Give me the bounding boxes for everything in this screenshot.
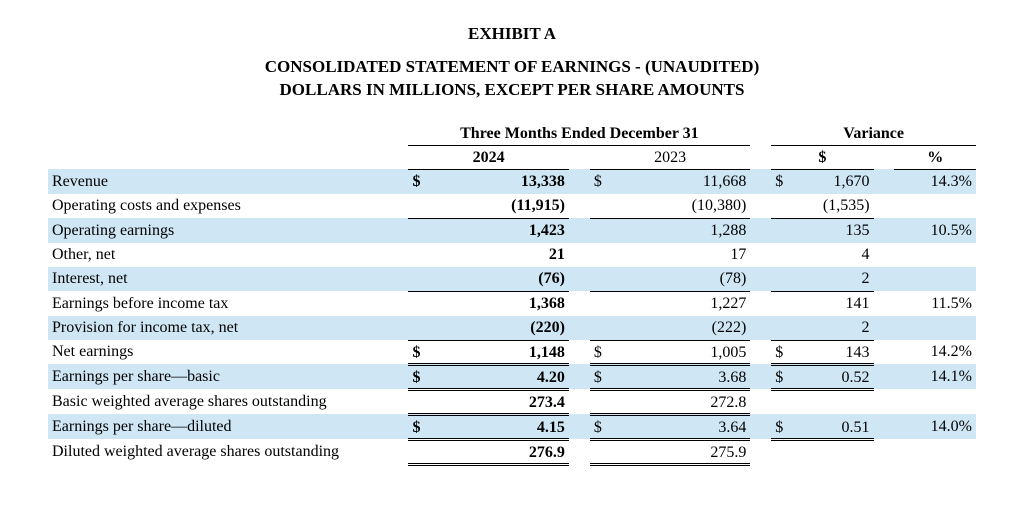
currency-symbol: $ — [771, 169, 799, 194]
cell-value: (11,915) — [441, 194, 569, 219]
cell-value: 276.9 — [441, 439, 569, 464]
table-row: Basic weighted average shares outstandin… — [48, 389, 976, 414]
row-label: Net earnings — [48, 340, 408, 364]
cell-value: 3.68 — [622, 364, 750, 389]
cell-value: 3.64 — [622, 414, 750, 439]
row-label: Revenue — [48, 169, 408, 194]
cell-value: 4.20 — [441, 364, 569, 389]
cell-value: 1,670 — [799, 169, 873, 194]
cell-value: 272.8 — [622, 389, 750, 414]
cell-value: 14.2% — [894, 340, 976, 364]
table-row: Earnings per share—basic $ 4.20 $ 3.68 $… — [48, 364, 976, 389]
period-header: Three Months Ended December 31 — [408, 122, 750, 146]
table-row: Other, net 21 17 4 — [48, 243, 976, 267]
table-header-groups: Three Months Ended December 31 Variance — [48, 122, 976, 146]
cell-value: 13,338 — [441, 169, 569, 194]
currency-symbol: $ — [771, 364, 799, 389]
currency-symbol: $ — [771, 414, 799, 439]
cell-value: 1,148 — [441, 340, 569, 364]
row-label: Other, net — [48, 243, 408, 267]
currency-symbol: $ — [590, 169, 623, 194]
table-row: Earnings before income tax 1,368 1,227 1… — [48, 291, 976, 316]
currency-symbol: $ — [408, 169, 441, 194]
cell-value: (1,535) — [799, 194, 873, 219]
row-label: Diluted weighted average shares outstand… — [48, 439, 408, 464]
title-block: CONSOLIDATED STATEMENT OF EARNINGS - (UN… — [48, 56, 976, 102]
earnings-table: Three Months Ended December 31 Variance … — [48, 122, 976, 466]
table-row: Interest, net (76) (78) 2 — [48, 267, 976, 292]
col-var-pct: % — [894, 145, 976, 169]
cell-value: 1,288 — [622, 218, 750, 243]
table-row: Earnings per share—diluted $ 4.15 $ 3.64… — [48, 414, 976, 439]
title-line-2: DOLLARS IN MILLIONS, EXCEPT PER SHARE AM… — [48, 79, 976, 102]
cell-value: 14.3% — [894, 169, 976, 194]
cell-value: 21 — [441, 243, 569, 267]
cell-value: 11,668 — [622, 169, 750, 194]
currency-symbol: $ — [590, 340, 623, 364]
currency-symbol: $ — [408, 340, 441, 364]
cell-value: 273.4 — [441, 389, 569, 414]
cell-value: (78) — [622, 267, 750, 292]
table-row: Operating costs and expenses (11,915) (1… — [48, 194, 976, 219]
row-label: Operating earnings — [48, 218, 408, 243]
row-label: Operating costs and expenses — [48, 194, 408, 219]
row-label: Earnings per share—basic — [48, 364, 408, 389]
currency-symbol: $ — [408, 414, 441, 439]
cell-value: 4.15 — [441, 414, 569, 439]
currency-symbol: $ — [590, 414, 623, 439]
cell-value: 1,423 — [441, 218, 569, 243]
table-row: Net earnings $ 1,148 $ 1,005 $ 143 14.2% — [48, 340, 976, 364]
cell-value: (222) — [622, 316, 750, 341]
row-label: Earnings per share—diluted — [48, 414, 408, 439]
table-row: Operating earnings 1,423 1,288 135 10.5% — [48, 218, 976, 243]
cell-value: (76) — [441, 267, 569, 292]
cell-value: 4 — [799, 243, 873, 267]
cell-value: 275.9 — [622, 439, 750, 464]
cell-value: 0.52 — [799, 364, 873, 389]
col-2023: 2023 — [590, 145, 750, 169]
row-label: Basic weighted average shares outstandin… — [48, 389, 408, 414]
cell-value: (10,380) — [622, 194, 750, 219]
title-line-1: CONSOLIDATED STATEMENT OF EARNINGS - (UN… — [48, 56, 976, 79]
currency-symbol: $ — [771, 340, 799, 364]
cell-value: 143 — [799, 340, 873, 364]
cell-value: 1,005 — [622, 340, 750, 364]
table-header-years: 2024 2023 $ % — [48, 145, 976, 169]
table-row: Diluted weighted average shares outstand… — [48, 439, 976, 464]
cell-value: 17 — [622, 243, 750, 267]
cell-value: 1,227 — [622, 291, 750, 316]
cell-value: 14.0% — [894, 414, 976, 439]
cell-value: 10.5% — [894, 218, 976, 243]
row-label: Earnings before income tax — [48, 291, 408, 316]
cell-value: 141 — [799, 291, 873, 316]
currency-symbol: $ — [590, 364, 623, 389]
cell-value: 11.5% — [894, 291, 976, 316]
currency-symbol: $ — [408, 364, 441, 389]
col-var-dollar: $ — [771, 145, 873, 169]
col-2024: 2024 — [408, 145, 568, 169]
table-row: Revenue $ 13,338 $ 11,668 $ 1,670 14.3% — [48, 169, 976, 194]
variance-header: Variance — [771, 122, 976, 146]
table-row: Provision for income tax, net (220) (222… — [48, 316, 976, 341]
cell-value: 0.51 — [799, 414, 873, 439]
cell-value: 135 — [799, 218, 873, 243]
row-label: Interest, net — [48, 267, 408, 292]
cell-value: 2 — [799, 267, 873, 292]
cell-value: 2 — [799, 316, 873, 341]
exhibit-label: EXHIBIT A — [48, 24, 976, 44]
cell-value: 14.1% — [894, 364, 976, 389]
cell-value: 1,368 — [441, 291, 569, 316]
cell-value: (220) — [441, 316, 569, 341]
row-label: Provision for income tax, net — [48, 316, 408, 341]
